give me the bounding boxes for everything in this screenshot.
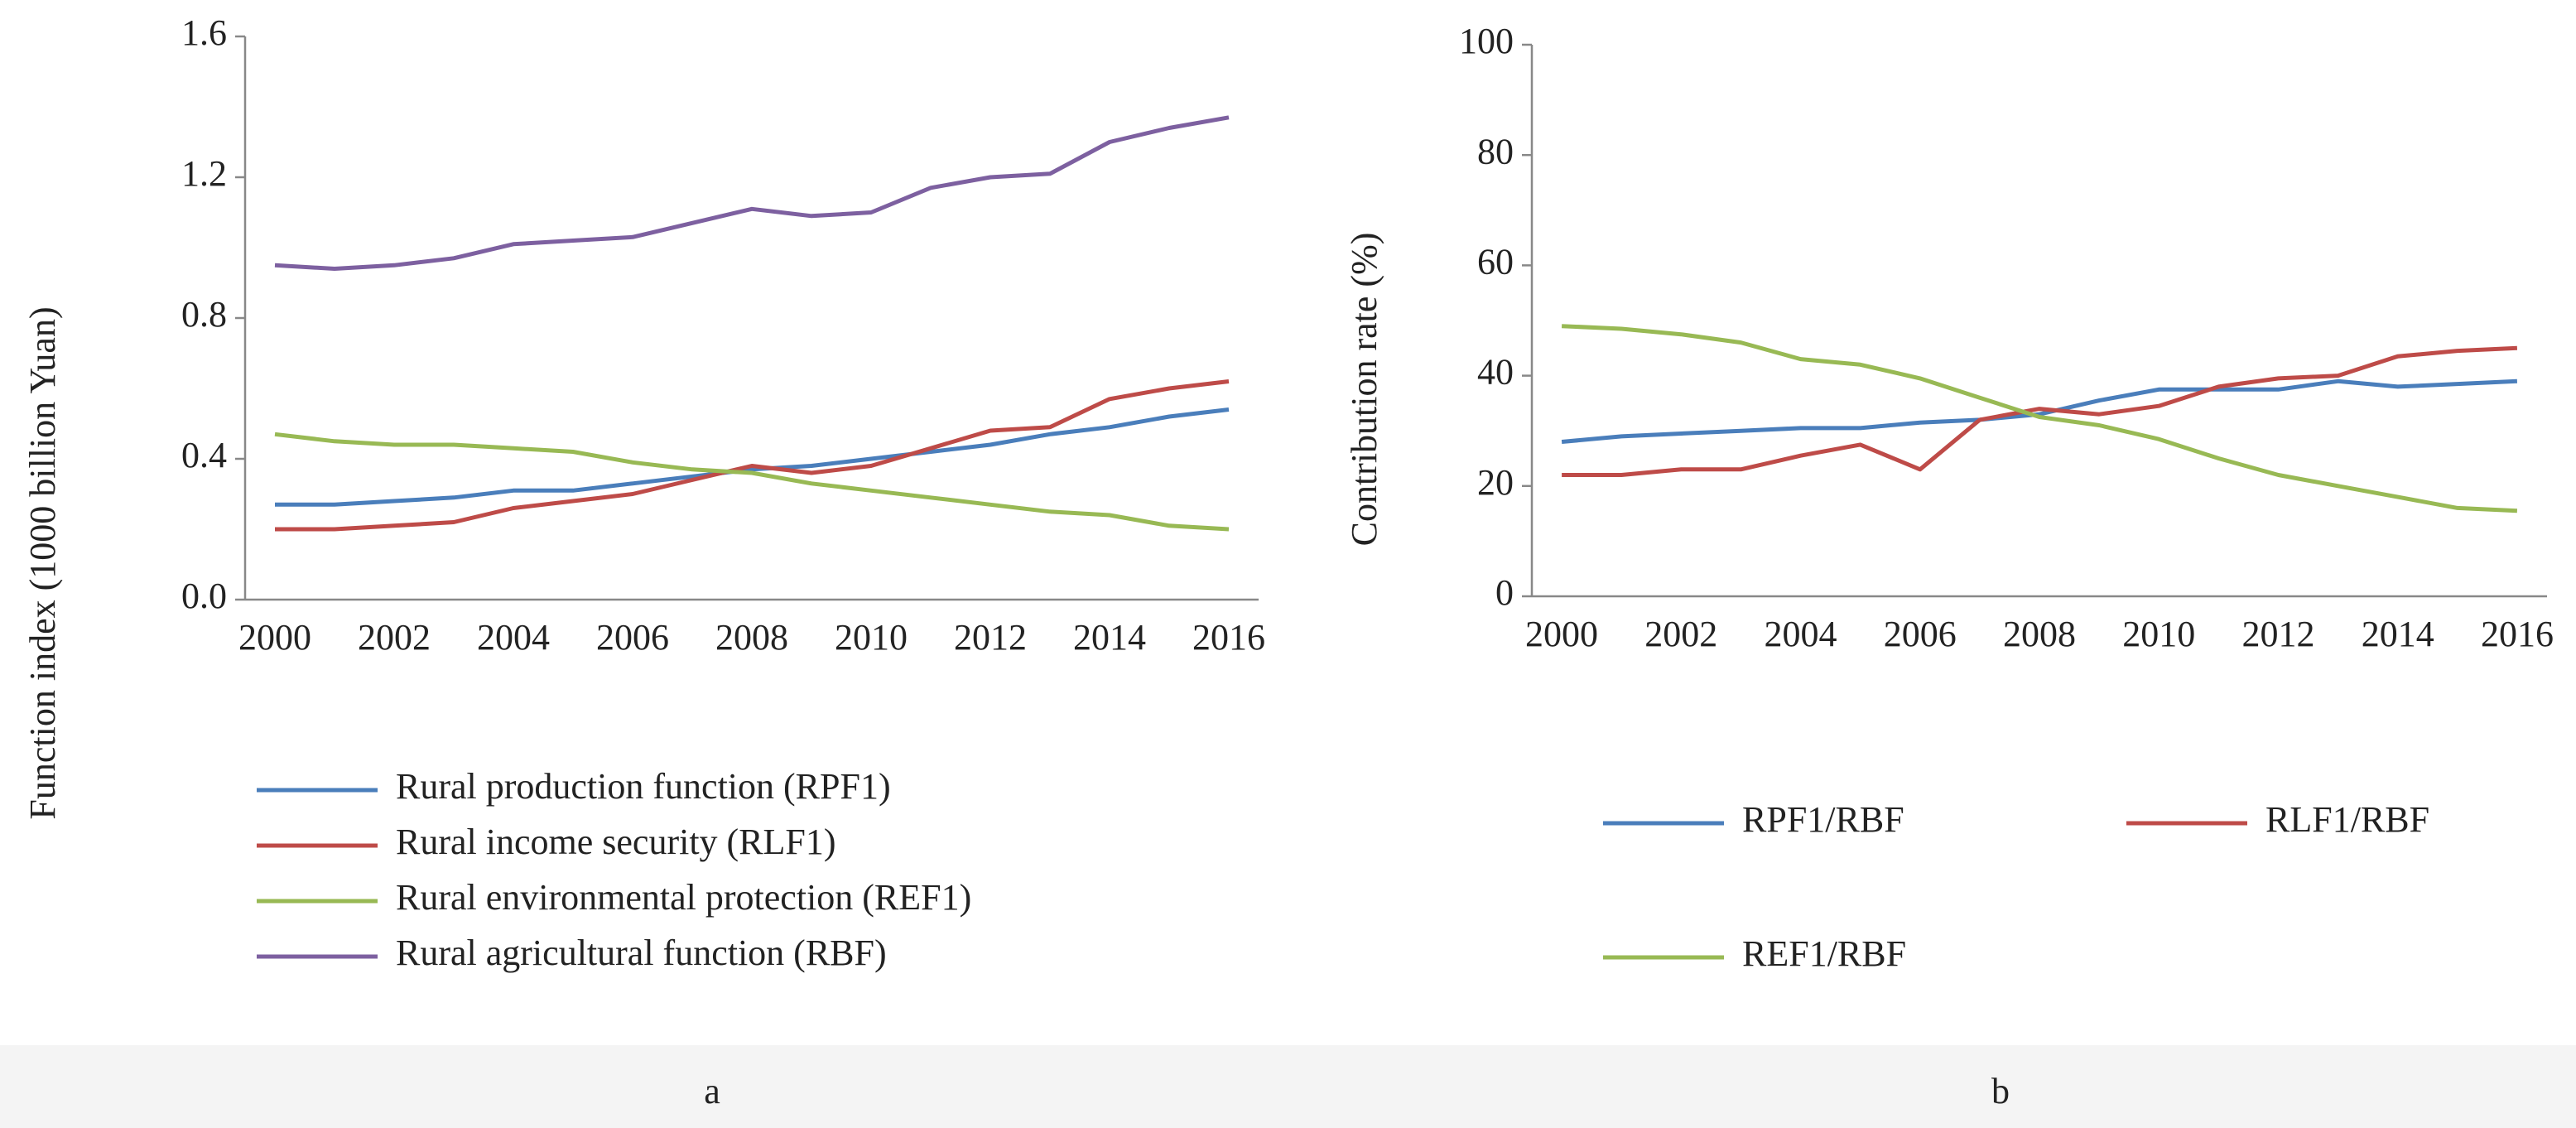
y-axis-title: Contribution rate (%) (1344, 233, 1384, 547)
x-tick-label: 2006 (1884, 614, 1957, 654)
x-tick-label: 2016 (2481, 614, 2554, 654)
series-line (274, 431, 1230, 532)
y-tick-label: 0.8 (181, 294, 227, 335)
y-tick-label: 100 (1459, 21, 1514, 61)
panel-caption: b (1991, 1071, 2010, 1111)
x-tick-label: 2010 (835, 617, 908, 658)
y-tick-label: 1.6 (181, 12, 227, 53)
legend-label: RPF1/RBF (1742, 799, 1904, 840)
legend-label: Rural income security (RLF1) (396, 822, 836, 862)
y-tick-label: 80 (1477, 131, 1514, 171)
legend-label: Rural agricultural function (RBF) (396, 933, 887, 973)
x-tick-label: 2014 (2362, 614, 2434, 654)
legend-label: RLF1/RBF (2265, 799, 2429, 840)
x-tick-label: 2004 (477, 617, 550, 658)
caption-band (0, 1045, 2576, 1128)
y-axis-title: Function index (1000 billion Yuan) (22, 306, 63, 819)
legend-label: REF1/RBF (1742, 933, 1906, 974)
y-tick-label: 1.2 (181, 153, 227, 194)
x-tick-label: 2002 (358, 617, 431, 658)
y-tick-label: 60 (1477, 241, 1514, 282)
y-tick-label: 0 (1495, 572, 1514, 613)
x-tick-label: 2004 (1765, 614, 1837, 654)
x-tick-label: 2012 (2241, 614, 2314, 654)
legend-label: Rural environmental protection (REF1) (396, 877, 971, 918)
series-line (275, 379, 1230, 532)
x-tick-label: 2008 (715, 617, 788, 658)
y-tick-label: 0.4 (181, 435, 227, 475)
x-tick-label: 2006 (596, 617, 669, 658)
series-line (275, 407, 1230, 507)
x-tick-label: 2014 (1073, 617, 1146, 658)
y-tick-label: 0.0 (181, 576, 227, 616)
x-tick-label: 2000 (1525, 614, 1598, 654)
series-line (274, 115, 1230, 271)
x-tick-label: 2010 (2122, 614, 2195, 654)
series-line (1561, 378, 2518, 444)
x-tick-label: 2008 (2003, 614, 2076, 654)
series-line (1562, 345, 2518, 477)
y-tick-label: 40 (1477, 352, 1514, 393)
panel-caption: a (704, 1071, 720, 1111)
x-tick-label: 2016 (1192, 617, 1265, 658)
x-tick-label: 2002 (1644, 614, 1717, 654)
y-tick-label: 20 (1477, 462, 1514, 503)
series-line (1561, 324, 2518, 513)
x-tick-label: 2000 (238, 617, 311, 658)
legend-label: Rural production function (RPF1) (396, 766, 891, 807)
x-tick-label: 2012 (954, 617, 1027, 658)
